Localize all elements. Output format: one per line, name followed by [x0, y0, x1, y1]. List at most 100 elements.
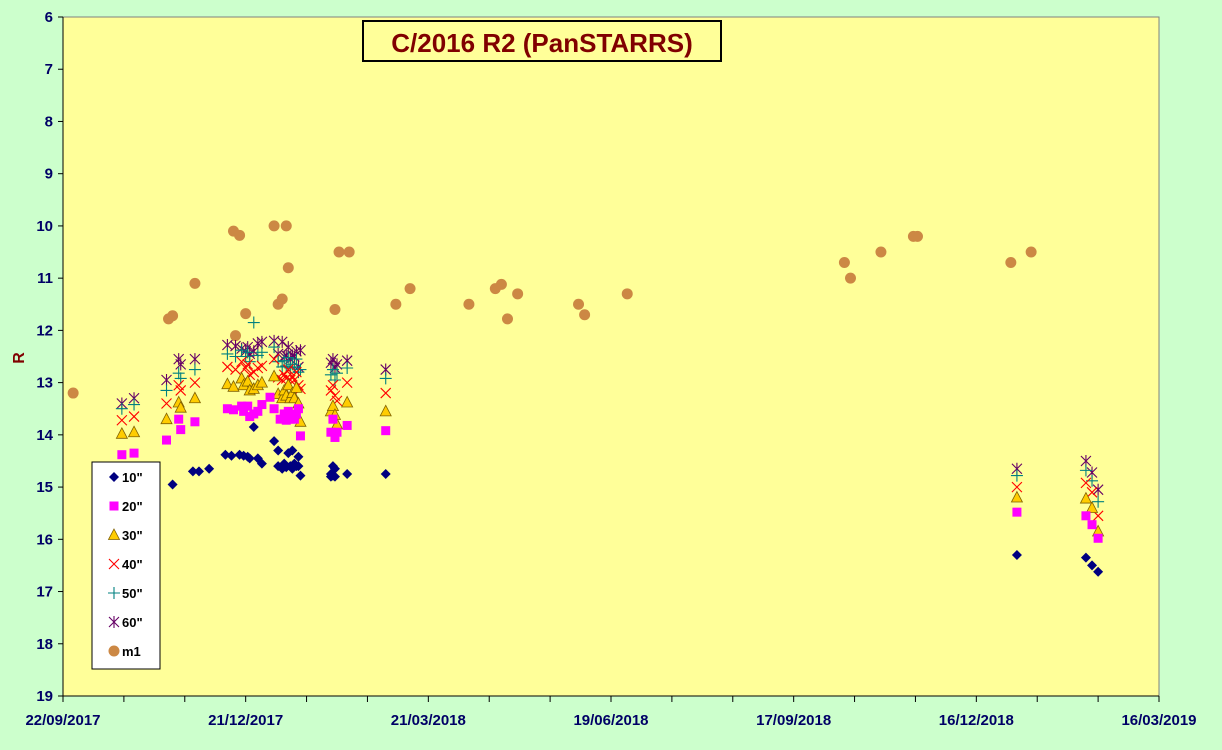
data-point [162, 435, 172, 445]
legend-marker [108, 587, 120, 599]
data-point [268, 220, 280, 232]
x-axis: 22/09/2017 21/12/2017 21/03/2018 19/06/2018… [25, 695, 1197, 729]
data-point [1025, 246, 1037, 258]
y-tick-label: 11 [37, 270, 53, 287]
data-point [115, 402, 128, 415]
data-point [230, 330, 242, 342]
legend-label: 10" [122, 470, 143, 485]
data-point [248, 422, 259, 433]
data-point [227, 379, 240, 392]
y-tick-label: 9 [45, 166, 53, 183]
y-tick-label: 8 [45, 113, 53, 130]
y-tick-label: 12 [36, 322, 53, 339]
data-point [174, 400, 187, 413]
y-tick-label: 13 [36, 375, 53, 392]
data-point [282, 262, 294, 274]
data-point [175, 385, 187, 396]
data-point [911, 230, 923, 242]
data-point [129, 448, 139, 458]
chart-title-box: C/2016 R2 (PanSTARRS) [362, 20, 722, 62]
y-tick-label: 7 [45, 61, 53, 78]
data-point [1005, 256, 1017, 268]
data-point [295, 470, 306, 481]
x-tick-label: 17/09/2018 [756, 712, 831, 729]
data-point [1092, 483, 1104, 496]
data-point [341, 377, 353, 389]
data-point [241, 346, 254, 359]
data-point [229, 350, 242, 363]
y-tick-label: 17 [36, 584, 53, 601]
data-point [330, 432, 340, 442]
data-point [333, 246, 345, 258]
y-tick-label: 18 [36, 636, 53, 653]
data-point [174, 414, 184, 424]
data-point [404, 283, 416, 295]
data-point [275, 414, 285, 424]
y-tick-label: 16 [36, 531, 53, 548]
data-point [295, 431, 305, 441]
data-point [1011, 481, 1023, 493]
data-point [243, 401, 253, 411]
data-point [256, 335, 268, 348]
data-point [328, 374, 341, 387]
data-point [326, 399, 340, 412]
legend-marker [108, 616, 120, 628]
data-point [1087, 560, 1098, 571]
data-point [290, 353, 303, 366]
data-point [255, 375, 269, 388]
x-tick-label: 21/12/2017 [208, 712, 283, 729]
data-point [1080, 477, 1092, 489]
data-point [1079, 491, 1093, 504]
data-point [463, 298, 475, 310]
data-point [276, 293, 288, 305]
data-point [265, 392, 275, 402]
x-tick-label: 16/03/2019 [1121, 712, 1196, 729]
data-point [115, 426, 129, 439]
data-point [290, 380, 303, 393]
data-point [256, 360, 268, 372]
legend-marker [109, 472, 119, 482]
series-0 [167, 422, 1104, 577]
data-point [230, 340, 241, 353]
y-tick-label: 6 [45, 9, 53, 26]
data-point [283, 406, 293, 416]
data-point [257, 400, 267, 410]
data-point [1092, 495, 1105, 508]
data-point [342, 420, 352, 430]
data-point [1010, 490, 1024, 503]
data-point [325, 356, 337, 369]
data-points [67, 220, 1105, 577]
data-point [329, 361, 341, 374]
legend-label: m1 [122, 644, 141, 659]
data-point [247, 316, 260, 329]
data-point [128, 411, 140, 422]
data-point [1087, 520, 1097, 530]
data-point [193, 466, 204, 477]
data-point [380, 469, 391, 480]
data-point [161, 374, 172, 387]
data-point [573, 298, 585, 310]
data-point [220, 449, 231, 460]
data-point [161, 398, 172, 409]
data-point [276, 335, 288, 348]
data-point [1080, 552, 1091, 563]
data-point [379, 372, 392, 385]
data-point [244, 453, 255, 464]
data-point [273, 445, 284, 456]
data-point [280, 220, 292, 232]
data-point [621, 288, 633, 300]
data-point [230, 364, 241, 375]
legend-marker [109, 501, 119, 511]
data-point [1081, 511, 1091, 521]
legend-label: 40" [122, 557, 143, 572]
data-point [222, 404, 232, 414]
y-tick-label: 10 [36, 218, 53, 235]
data-point [293, 451, 304, 462]
data-point [204, 463, 215, 474]
y-axis: 6 7 8 9 10 11 12 13 14 15 16 17 18 19 [36, 9, 64, 705]
data-point [239, 406, 249, 416]
data-point [512, 288, 524, 300]
data-point [282, 378, 295, 391]
data-point [501, 313, 513, 325]
data-point [1093, 566, 1104, 577]
